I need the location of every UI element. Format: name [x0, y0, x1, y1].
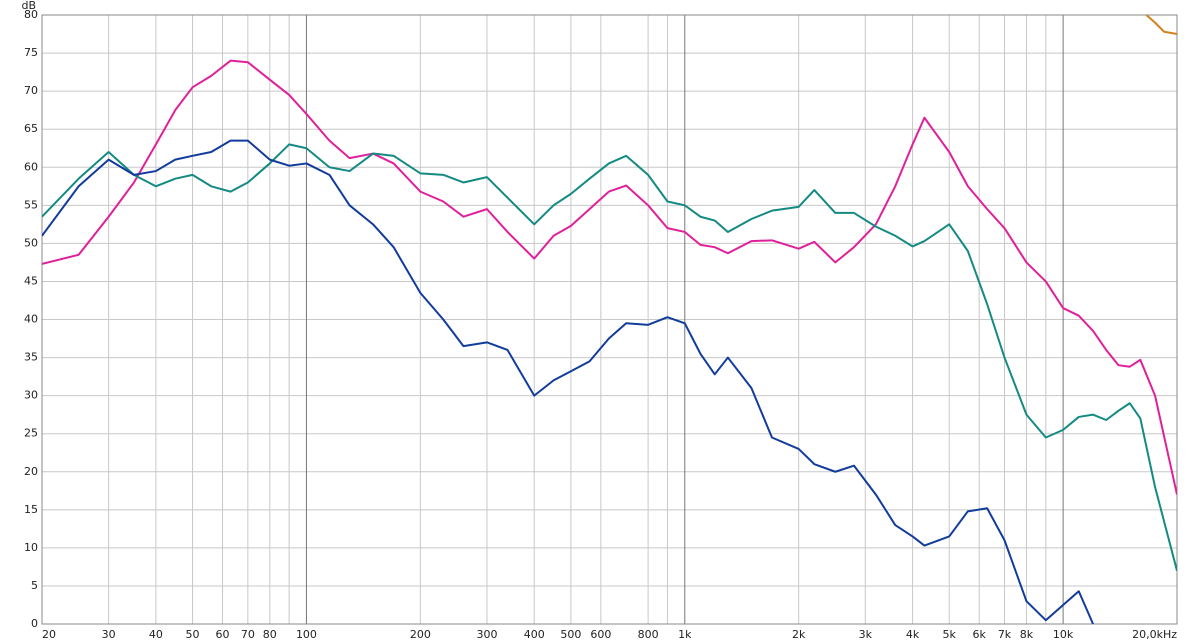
x-tick-label: 600 [590, 628, 611, 641]
x-tick-label: 30 [102, 628, 116, 641]
series-line [42, 143, 1177, 571]
y-tick-label: 20 [24, 465, 38, 478]
y-tick-label: 15 [24, 503, 38, 516]
y-tick-label: 0 [31, 617, 38, 630]
y-tick-label: 60 [24, 160, 38, 173]
x-tick-label: 80 [263, 628, 277, 641]
x-tick-label: 500 [560, 628, 581, 641]
x-tick-label: 100 [296, 628, 317, 641]
series-line [1145, 15, 1177, 36]
series-line [42, 139, 1094, 624]
y-tick-label: 50 [24, 236, 38, 249]
x-tick-label: 3k [859, 628, 873, 641]
x-tick-label: 1k [678, 628, 692, 641]
y-tick-label: 30 [24, 389, 38, 402]
y-tick-label: 45 [24, 274, 38, 287]
x-tick-label: 6k [972, 628, 986, 641]
x-tick-label: 5k [943, 628, 957, 641]
y-tick-label: 70 [24, 84, 38, 97]
y-tick-label: 25 [24, 427, 38, 440]
x-tick-label: 20,0kHz [1132, 628, 1177, 641]
y-axis-label: dB [21, 0, 36, 12]
x-tick-label: 300 [476, 628, 497, 641]
y-tick-label: 65 [24, 122, 38, 135]
x-tick-label: 2k [792, 628, 806, 641]
x-tick-label: 20 [42, 628, 56, 641]
x-tick-label: 800 [638, 628, 659, 641]
x-tick-label: 400 [524, 628, 545, 641]
y-tick-label: 35 [24, 351, 38, 364]
x-tick-label: 7k [998, 628, 1012, 641]
x-tick-label: 8k [1020, 628, 1034, 641]
y-tick-label: 40 [24, 313, 38, 326]
series-line [42, 59, 1177, 495]
x-tick-label: 40 [149, 628, 163, 641]
x-tick-label: 60 [216, 628, 230, 641]
y-tick-label: 75 [24, 46, 38, 59]
y-tick-label: 10 [24, 541, 38, 554]
y-tick-label: 5 [31, 579, 38, 592]
y-tick-label: 55 [24, 198, 38, 211]
x-tick-label: 10k [1053, 628, 1074, 641]
x-tick-label: 4k [906, 628, 920, 641]
x-tick-label: 200 [410, 628, 431, 641]
x-tick-label: 50 [186, 628, 200, 641]
y-tick-label: 80 [24, 8, 38, 21]
plot-border [41, 14, 1178, 625]
x-tick-label: 70 [241, 628, 255, 641]
